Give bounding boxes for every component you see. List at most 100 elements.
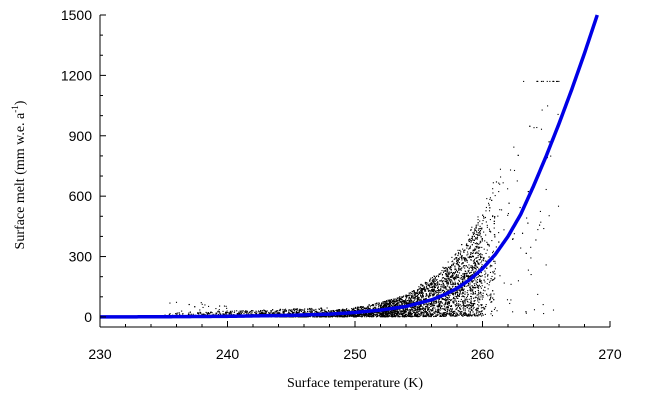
data-point: [431, 302, 433, 304]
data-point: [466, 300, 468, 302]
data-point: [363, 313, 365, 315]
data-point: [394, 303, 397, 305]
data-point: [384, 314, 386, 316]
data-point: [467, 253, 469, 255]
data-point: [311, 308, 313, 310]
data-point: [420, 312, 422, 314]
data-point: [315, 308, 317, 310]
data-point: [463, 272, 465, 275]
data-point: [438, 302, 440, 304]
data-point: [471, 253, 473, 255]
data-point: [423, 290, 426, 292]
data-point: [233, 311, 235, 314]
data-point: [472, 280, 474, 282]
data-point: [416, 300, 419, 302]
data-point: [446, 277, 448, 280]
data-point: [364, 307, 366, 310]
data-point: [480, 304, 482, 306]
data-point: [481, 275, 483, 277]
data-point: [208, 312, 210, 315]
data-point: [450, 305, 453, 307]
data-point: [429, 292, 431, 294]
data-point: [503, 282, 505, 284]
data-point: [256, 313, 258, 315]
data-point: [387, 303, 389, 305]
data-point: [417, 299, 420, 301]
data-point: [375, 314, 377, 317]
data-point: [430, 314, 432, 316]
data-point: [433, 302, 435, 304]
data-point: [355, 314, 357, 316]
data-point: [428, 285, 430, 287]
data-point: [444, 301, 447, 303]
data-point: [478, 250, 480, 252]
data-point: [437, 294, 439, 296]
data-point: [360, 309, 362, 311]
data-point: [407, 315, 409, 317]
data-point: [473, 267, 475, 269]
data-point: [451, 274, 453, 276]
data-point: [446, 274, 448, 276]
data-point: [469, 286, 471, 288]
data-point: [292, 311, 294, 313]
data-point: [412, 293, 414, 295]
data-point: [472, 303, 474, 305]
data-point: [457, 254, 459, 257]
data-point: [313, 316, 316, 318]
data-point: [454, 299, 456, 301]
data-point: [229, 312, 231, 314]
data-point: [431, 310, 433, 312]
data-point: [508, 202, 510, 204]
data-point: [386, 302, 388, 304]
data-point: [453, 258, 455, 260]
data-point: [238, 313, 240, 315]
data-point: [409, 299, 412, 301]
data-point: [472, 289, 474, 291]
data-point: [411, 296, 413, 298]
data-point: [446, 302, 448, 304]
data-point: [468, 276, 470, 278]
data-point: [394, 305, 397, 307]
data-point: [437, 294, 439, 296]
data-point: [409, 298, 411, 300]
data-point: [419, 300, 421, 302]
data-point: [444, 308, 446, 310]
data-point: [448, 296, 450, 298]
data-point: [399, 313, 401, 315]
data-point: [449, 308, 451, 310]
data-point: [472, 266, 474, 268]
data-point: [456, 291, 458, 293]
data-point: [470, 256, 472, 258]
data-point: [423, 312, 425, 314]
data-point: [493, 299, 495, 301]
data-point: [288, 312, 290, 314]
data-point: [336, 315, 338, 317]
data-point: [425, 305, 427, 308]
data-point: [475, 296, 477, 298]
data-point: [397, 303, 399, 305]
data-point: [480, 305, 482, 307]
data-point: [425, 282, 427, 284]
data-point: [363, 314, 365, 316]
data-point: [447, 282, 449, 284]
data-point: [385, 302, 387, 305]
data-point: [472, 260, 474, 262]
data-point: [230, 310, 232, 312]
data-point: [495, 181, 498, 183]
data-point: [463, 313, 465, 315]
data-point: [443, 287, 445, 289]
data-point: [491, 240, 493, 242]
data-point: [217, 313, 219, 315]
data-point: [451, 256, 453, 258]
data-point: [417, 308, 419, 310]
data-point: [479, 242, 481, 244]
data-point: [371, 304, 374, 306]
data-point: [361, 313, 363, 316]
data-point: [441, 289, 443, 291]
data-point: [415, 305, 417, 307]
data-point: [362, 314, 364, 316]
data-point: [456, 293, 459, 295]
data-point: [449, 301, 451, 303]
data-point: [469, 272, 471, 274]
data-point: [491, 279, 493, 281]
